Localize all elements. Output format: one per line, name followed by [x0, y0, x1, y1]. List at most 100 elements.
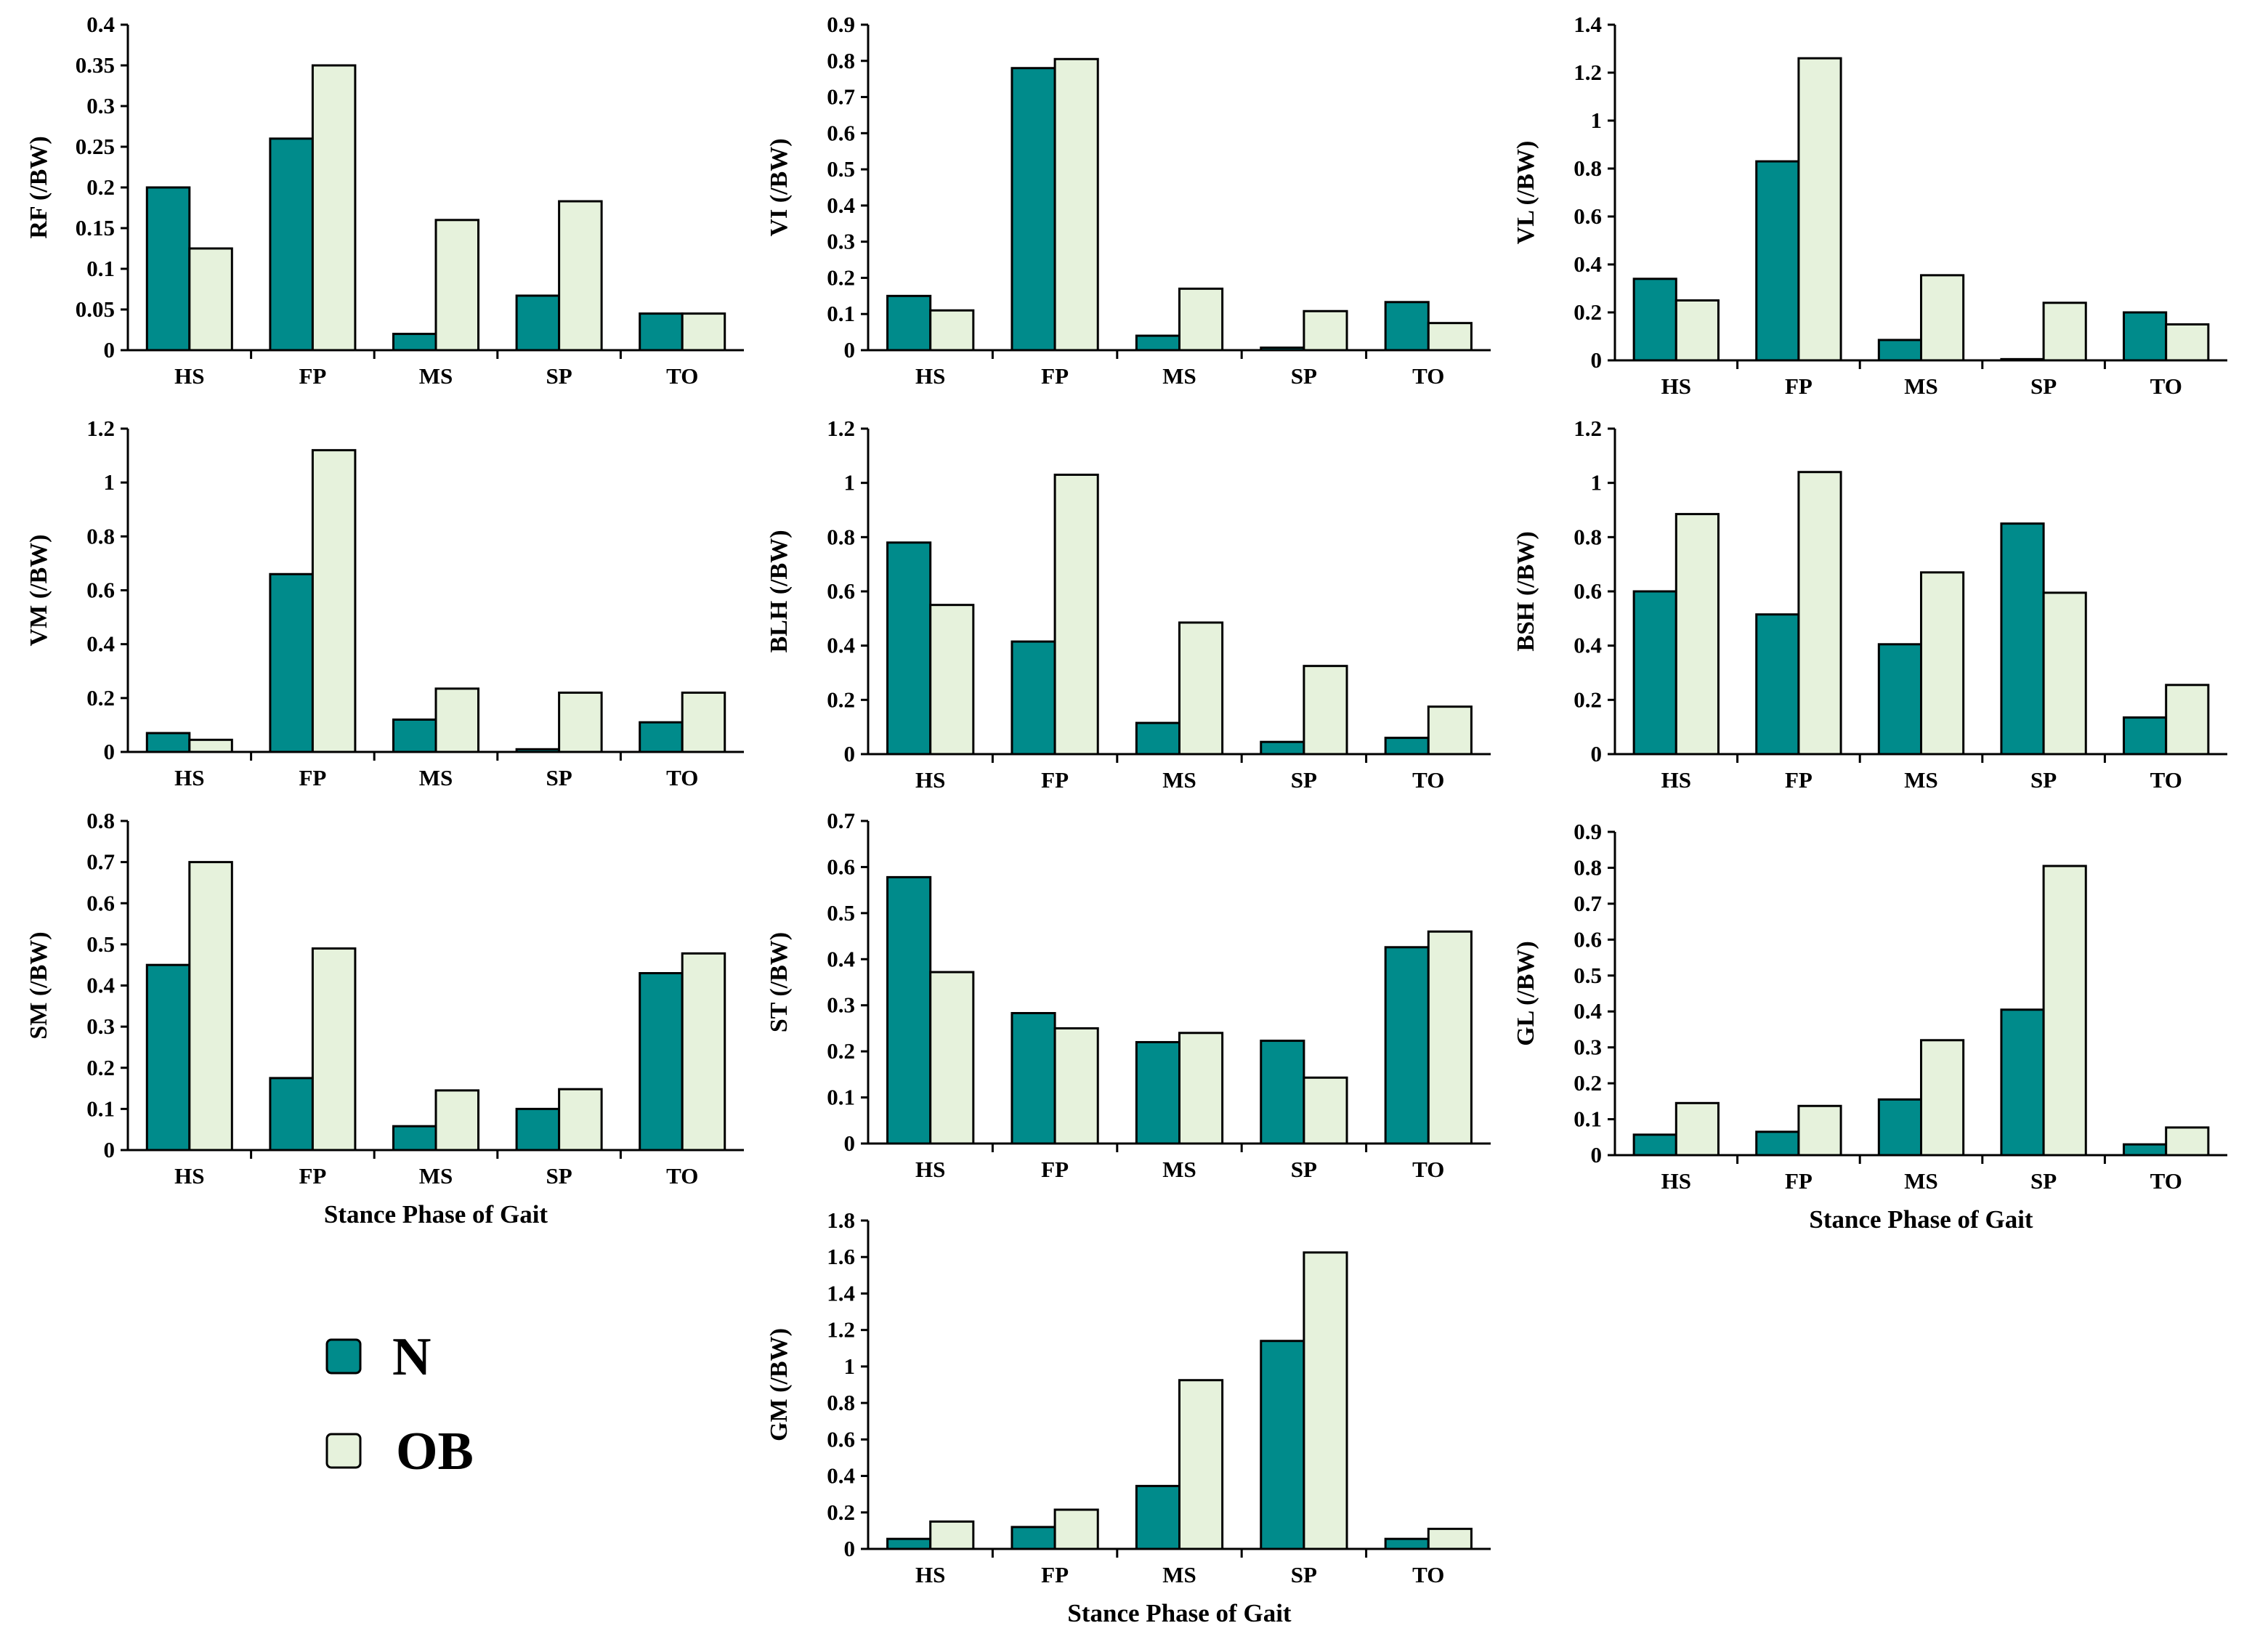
category-label: HS: [1661, 767, 1691, 793]
y-axis-title: ST (/BW): [766, 932, 793, 1032]
y-tick-label: 0.2: [827, 1500, 855, 1525]
bar-ob-ms: [1178, 287, 1224, 352]
bar-ob-sp: [558, 691, 603, 753]
y-tick-label: 1.2: [827, 416, 855, 441]
bar-n-hs: [1632, 278, 1677, 362]
y-axis-title: SM (/BW): [25, 931, 52, 1039]
bar-ob-fp: [311, 64, 357, 352]
y-tick-label: 0.8: [827, 48, 855, 73]
bar-n-hs: [1632, 1133, 1677, 1157]
bar-ob-fp: [1797, 57, 1842, 362]
bar-n-fp: [1755, 613, 1800, 756]
category-label: HS: [1661, 1168, 1691, 1194]
x-axis-title: Stance Phase of Gait: [324, 1200, 548, 1229]
legend-label-ob: OB: [396, 1422, 474, 1481]
y-tick-label: 0.9: [1574, 819, 1602, 844]
y-tick-label: 0.2: [86, 174, 115, 200]
category-label: TO: [1412, 363, 1444, 389]
bar-ob-sp: [558, 200, 603, 352]
bar-ob-sp: [1303, 309, 1348, 352]
bar-ob-fp: [1053, 57, 1099, 352]
y-tick-label: 0.05: [76, 296, 115, 322]
y-tick-label: 0.4: [1574, 251, 1602, 277]
y-tick-label: 0.1: [86, 256, 115, 281]
bar-n-fp: [1011, 1526, 1056, 1550]
y-tick-label: 0.8: [86, 808, 115, 833]
y-tick-label: 0.6: [827, 1426, 855, 1452]
bar-n-to: [2123, 311, 2168, 362]
category-label: MS: [419, 363, 453, 389]
bar-n-sp: [515, 294, 561, 352]
chart-panel-blh-bw: 0 0.2 0.4 0.6 0.8 1 1.2 HS FP MS SP TO BLH (/BW): [766, 416, 1491, 793]
x-axis-title: Stance Phase of Gait: [1809, 1205, 2033, 1234]
bar-ob-sp: [1303, 665, 1348, 756]
y-tick-label: 1: [104, 469, 116, 495]
y-tick-label: 0.6: [1574, 203, 1602, 229]
chart-panel-sm-bw: 0 0.1 0.2 0.3 0.4 0.5 0.6 0.7 0.8 HS FP MS SP TO SM (/…: [25, 808, 744, 1229]
y-tick-label: 0.4: [827, 193, 855, 218]
category-label: FP: [299, 765, 326, 790]
y-tick-label: 0.2: [86, 685, 115, 711]
y-tick-label: 0.5: [827, 900, 855, 926]
y-tick-label: 1: [844, 1353, 856, 1379]
bar-n-to: [639, 312, 684, 352]
bar-n-sp: [515, 748, 561, 753]
y-tick-label: 0.7: [827, 808, 855, 833]
category-label: HS: [915, 363, 945, 389]
y-axis-title: BLH (/BW): [766, 530, 793, 652]
category-label: SP: [546, 765, 572, 790]
bar-ob-hs: [929, 309, 975, 352]
y-tick-label: 1.8: [827, 1207, 855, 1233]
y-tick-label: 1.2: [827, 1317, 855, 1343]
category-label: TO: [666, 765, 698, 790]
bar-n-ms: [1877, 339, 1923, 362]
category-label: FP: [1785, 767, 1813, 793]
bar-ob-hs: [929, 971, 975, 1145]
y-tick-label: 0.6: [86, 890, 115, 915]
chart-panel-rf-bw: 0 0.05 0.1 0.15 0.2 0.25 0.3 0.35 0.4 HS FP MS SP TO R…: [25, 12, 744, 389]
y-tick-label: 0: [844, 337, 856, 363]
bar-n-fp: [269, 1077, 314, 1152]
bar-ob-sp: [2042, 591, 2087, 756]
bar-n-fp: [1011, 640, 1056, 756]
y-tick-label: 0.1: [1574, 1106, 1602, 1132]
y-tick-label: 1.2: [86, 416, 115, 441]
y-tick-label: 0.4: [86, 12, 115, 37]
chart-panel-vm-bw: 0 0.2 0.4 0.6 0.8 1 1.2 HS FP MS SP TO VM (/BW): [25, 416, 744, 790]
y-tick-label: 0.15: [76, 215, 115, 240]
y-tick-label: 0: [1591, 741, 1603, 766]
y-tick-label: 0.6: [827, 120, 855, 145]
bar-ob-to: [1427, 930, 1473, 1145]
category-label: HS: [174, 1163, 204, 1189]
bar-n-ms: [392, 1125, 437, 1152]
bar-ob-fp: [1053, 1027, 1099, 1145]
bar-ob-to: [681, 691, 726, 753]
category-label: SP: [1291, 363, 1317, 389]
chart-panel-bsh-bw: 0 0.2 0.4 0.6 0.8 1 1.2 HS FP MS SP TO BSH (/BW): [1512, 416, 2227, 793]
y-tick-label: 0.2: [827, 1038, 855, 1064]
bar-n-ms: [392, 719, 437, 753]
bar-n-hs: [886, 294, 932, 352]
y-tick-label: 0.6: [1574, 926, 1602, 952]
category-label: MS: [419, 765, 453, 790]
bar-n-ms: [1135, 1040, 1180, 1145]
bar-ob-hs: [188, 247, 233, 352]
category-label: FP: [1041, 1157, 1069, 1182]
chart-panel-gm-bw: 0 0.2 0.4 0.6 0.8 1 1.2 1.4 1.6 1.8 HS FP MS SP TO GM (…: [766, 1207, 1491, 1627]
bar-ob-to: [2165, 1126, 2210, 1157]
bar-n-to: [1384, 301, 1430, 352]
y-tick-label: 0.4: [1574, 633, 1602, 658]
y-tick-label: 0.3: [827, 229, 855, 254]
category-label: FP: [1041, 1562, 1069, 1587]
legend-swatch-ob: [325, 1433, 362, 1469]
bar-ob-ms: [1920, 274, 1965, 362]
y-tick-label: 0: [844, 741, 856, 766]
y-tick-label: 1.4: [827, 1280, 855, 1306]
bar-n-to: [1384, 737, 1430, 756]
y-tick-label: 1: [1591, 470, 1603, 495]
bar-ob-hs: [1674, 1101, 1720, 1157]
y-tick-label: 0.7: [827, 84, 855, 110]
y-tick-label: 0.25: [76, 134, 115, 159]
y-tick-label: 0: [844, 1130, 856, 1156]
